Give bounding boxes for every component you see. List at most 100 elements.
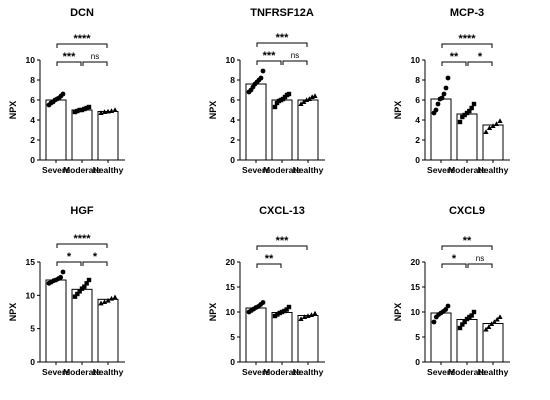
- data-point: [260, 300, 266, 305]
- y-tick-label: 4: [30, 115, 35, 125]
- chart-title: TNFRSF12A: [250, 7, 314, 19]
- data-point: [433, 107, 439, 113]
- y-tick-label: 2: [30, 135, 35, 145]
- data-point: [112, 107, 118, 112]
- bar-healthy: [97, 111, 119, 161]
- significance-label: **: [265, 253, 274, 265]
- x-tick-label: Healthy: [93, 165, 124, 175]
- significance-bracket: [441, 61, 467, 66]
- y-tick-label: 2: [230, 135, 235, 145]
- data-point: [306, 96, 312, 101]
- significance-label: ns: [291, 51, 299, 60]
- data-point: [60, 269, 66, 275]
- y-tick-label: 0: [415, 155, 420, 165]
- data-point: [277, 310, 282, 316]
- data-point: [298, 316, 304, 321]
- x-tick-label: Moderate: [63, 367, 101, 377]
- significance-bracket: [56, 261, 82, 266]
- y-tick-label: 4: [230, 115, 235, 125]
- data-point: [86, 104, 92, 110]
- data-point: [445, 75, 451, 81]
- x-tick-label: Severe: [42, 367, 70, 377]
- data-point: [301, 99, 307, 104]
- data-point: [108, 295, 115, 301]
- significance-bracket: [256, 263, 282, 268]
- y-tick-label: 20: [226, 257, 236, 267]
- y-tick-label: 0: [30, 155, 35, 165]
- bar-healthy: [297, 99, 319, 161]
- significance-bracket: [441, 245, 493, 250]
- x-tick-label: Moderate: [263, 367, 301, 377]
- data-point: [431, 319, 437, 325]
- y-tick-label: 6: [30, 95, 35, 105]
- significance-label: **: [450, 51, 459, 63]
- data-point: [483, 326, 489, 332]
- significance-bracket: [256, 42, 308, 47]
- bar-healthy: [97, 298, 119, 363]
- data-point: [272, 104, 278, 110]
- x-tick-label: Severe: [242, 165, 270, 175]
- y-tick-label: 15: [26, 257, 36, 267]
- data-point: [105, 297, 111, 303]
- data-point: [284, 307, 289, 312]
- data-point: [79, 286, 85, 291]
- data-point: [98, 300, 104, 306]
- bar-severe: [245, 307, 267, 363]
- y-tick-label: 10: [26, 55, 36, 65]
- x-tick-label: Healthy: [293, 165, 324, 175]
- data-point: [72, 294, 78, 299]
- data-point: [483, 129, 489, 134]
- significance-bracket: [467, 263, 493, 268]
- data-point: [467, 314, 472, 320]
- significance-bracket: [56, 43, 108, 48]
- data-point: [82, 106, 87, 112]
- x-tick-label: Severe: [427, 165, 455, 175]
- significance-label: *: [478, 51, 483, 63]
- y-tick-label: 0: [230, 357, 235, 367]
- bar-healthy: [297, 315, 319, 363]
- significance-label: ***: [276, 32, 290, 44]
- significance-bracket: [82, 61, 108, 66]
- y-tick-label: 10: [26, 290, 36, 300]
- significance-bracket: [256, 245, 308, 250]
- significance-bracket: [56, 243, 108, 248]
- y-tick-label: 0: [30, 357, 35, 367]
- significance-bracket: [256, 60, 282, 65]
- data-point: [460, 114, 465, 120]
- data-point: [443, 307, 449, 312]
- bar-moderate: [71, 288, 93, 363]
- y-tick-label: 0: [415, 357, 420, 367]
- data-point: [491, 319, 497, 324]
- chart-title: MCP-3: [450, 7, 484, 19]
- data-point: [464, 110, 470, 116]
- y-tick-label: 10: [411, 55, 421, 65]
- data-point: [286, 91, 292, 97]
- x-tick-label: Healthy: [478, 367, 509, 377]
- significance-label: ***: [276, 235, 290, 247]
- x-tick-label: Moderate: [63, 165, 101, 175]
- significance-label: *: [93, 251, 98, 263]
- data-point: [493, 121, 500, 126]
- data-point: [272, 313, 278, 319]
- y-tick-label: 8: [415, 75, 420, 85]
- data-point: [79, 107, 85, 113]
- x-tick-label: Severe: [242, 367, 270, 377]
- x-tick-label: Healthy: [293, 367, 324, 377]
- data-point: [457, 325, 463, 331]
- data-point: [77, 289, 82, 294]
- data-point: [282, 308, 287, 314]
- y-tick-label: 6: [230, 95, 235, 105]
- data-point: [439, 95, 445, 101]
- bar-severe: [45, 279, 67, 363]
- data-point: [489, 321, 495, 326]
- y-axis-label: NPX: [208, 101, 218, 120]
- data-point: [312, 93, 318, 98]
- data-point: [486, 125, 493, 130]
- x-tick-label: Moderate: [448, 367, 486, 377]
- y-tick-label: 10: [226, 55, 236, 65]
- significance-label: ****: [73, 233, 91, 245]
